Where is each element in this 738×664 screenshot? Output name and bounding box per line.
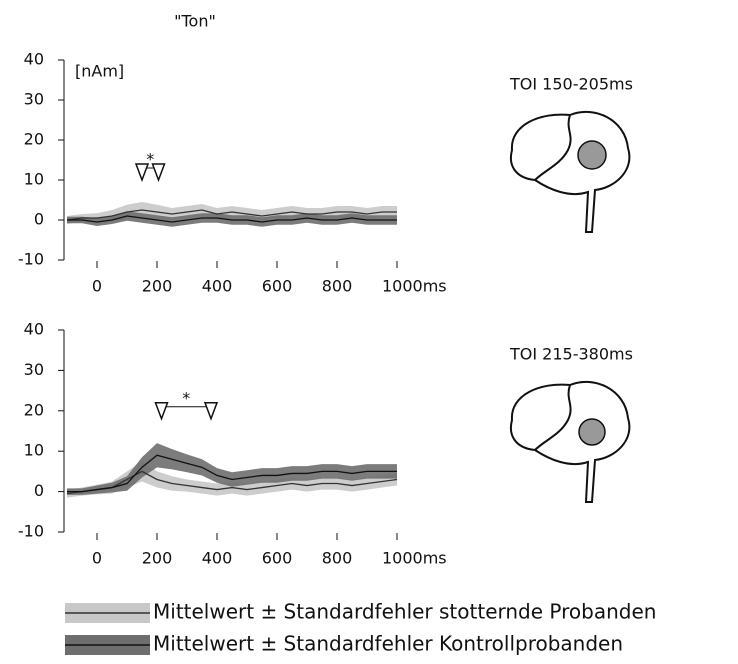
- chart-title: "Ton": [174, 12, 216, 31]
- x-tick-label: 1000ms: [382, 277, 447, 296]
- x-tick-label: 0: [92, 277, 102, 296]
- y-tick-label: 30: [24, 90, 44, 109]
- brain-2: [511, 382, 630, 502]
- significance-marker: [205, 403, 217, 419]
- significance-label: *: [182, 388, 190, 407]
- x-tick-label: 600: [262, 277, 293, 296]
- y-tick-label: 40: [24, 50, 44, 69]
- x-tick-label: 0: [92, 549, 102, 568]
- x-tick-label: 800: [322, 277, 353, 296]
- y-tick-label: 20: [24, 130, 44, 149]
- y-tick-label: 0: [34, 210, 44, 229]
- x-tick-label: 200: [142, 549, 173, 568]
- significance-marker: [156, 403, 168, 419]
- y-tick-label: 10: [24, 441, 44, 460]
- y-tick-label: 40: [24, 320, 44, 339]
- y-tick-label: 20: [24, 400, 44, 419]
- x-tick-label: 200: [142, 277, 173, 296]
- y-tick-label: -10: [18, 250, 44, 269]
- figure: "Ton"[nAm]TOI 150-205ms-1001020304002004…: [0, 0, 738, 664]
- x-tick-label: 400: [202, 549, 233, 568]
- legend-label: Mittelwert ± Standardfehler stotternde P…: [153, 600, 656, 624]
- y-tick-label: 10: [24, 170, 44, 189]
- x-tick-label: 600: [262, 549, 293, 568]
- x-tick-label: 800: [322, 549, 353, 568]
- significance-marker: [153, 164, 165, 180]
- toi-label: TOI 215-380ms: [509, 345, 633, 364]
- y-tick-label: -10: [18, 522, 44, 541]
- x-tick-label: 400: [202, 277, 233, 296]
- y-tick-label: 30: [24, 360, 44, 379]
- significance-label: *: [146, 150, 154, 169]
- brain-1: [511, 112, 630, 232]
- legend-label: Mittelwert ± Standardfehler Kontrollprob…: [153, 632, 623, 656]
- y-tick-label: 0: [34, 481, 44, 500]
- x-tick-label: 1000ms: [382, 549, 447, 568]
- toi-label: TOI 150-205ms: [509, 75, 633, 94]
- y-unit-label: [nAm]: [75, 62, 124, 81]
